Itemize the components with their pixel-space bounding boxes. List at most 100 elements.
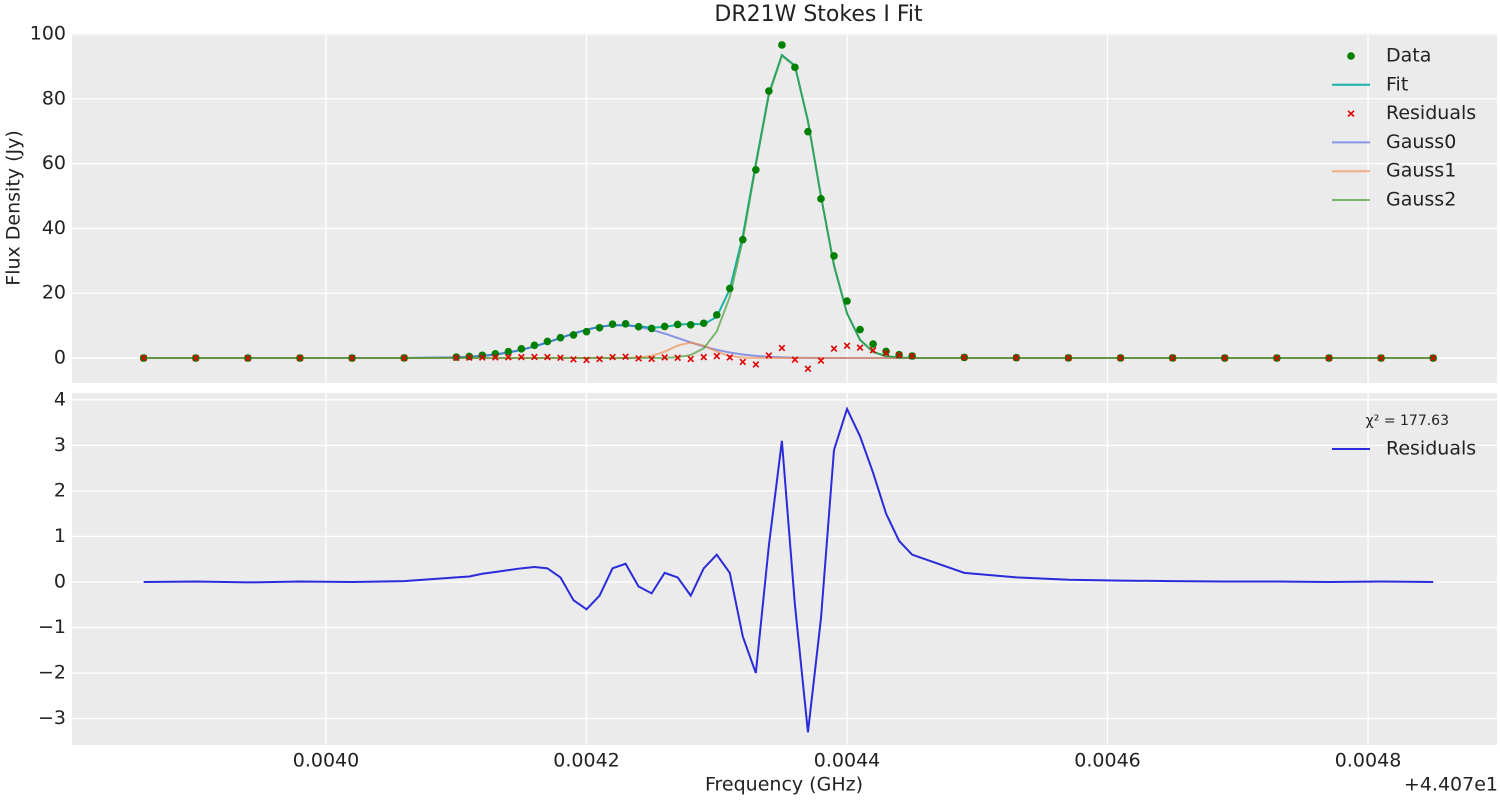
- residual-marker: [583, 356, 590, 364]
- y-tick-label: 0: [54, 570, 66, 592]
- residual-marker: [765, 352, 773, 359]
- data-point: [582, 327, 591, 336]
- x-axis-label: Frequency (GHz): [705, 774, 863, 796]
- y-tick-label: −3: [38, 707, 66, 729]
- residual-marker: [609, 353, 616, 361]
- residual-marker: [882, 349, 890, 357]
- legend-label: Data: [1386, 45, 1431, 67]
- data-point: [621, 320, 630, 328]
- residual-marker: [622, 353, 629, 361]
- data-point: [595, 323, 604, 332]
- legend-label: Gauss1: [1386, 160, 1456, 182]
- residual-marker: [557, 354, 564, 362]
- y-tick-label: −1: [38, 616, 66, 638]
- residual-marker: [348, 354, 356, 362]
- data-point: [817, 195, 825, 203]
- data-point: [465, 352, 474, 361]
- residual-marker: [661, 354, 669, 361]
- plot-background: [72, 393, 1497, 745]
- data-point: [673, 320, 682, 329]
- data-point: [556, 333, 565, 342]
- residual-marker: [531, 353, 538, 361]
- residual-marker: [544, 353, 551, 361]
- data-point: [791, 63, 799, 72]
- data-point: [699, 319, 708, 328]
- legend-label: Residuals: [1386, 102, 1476, 124]
- residual-marker: [140, 354, 148, 362]
- data-point: [569, 331, 578, 339]
- legend-swatch: [1347, 52, 1355, 60]
- residual-marker: [739, 358, 747, 366]
- residual-marker: [296, 354, 304, 362]
- y-axis-label: Flux Density (Jy): [3, 130, 25, 285]
- residual-marker: [843, 342, 851, 350]
- data-point: [830, 252, 838, 260]
- residual-marker: [908, 352, 916, 360]
- data-point: [765, 87, 773, 95]
- residual-marker: [452, 354, 460, 362]
- legend-label: Residuals: [1386, 438, 1476, 460]
- x-offset-label: +4.407e1: [1404, 774, 1498, 796]
- data-point: [739, 235, 747, 244]
- data-point: [778, 41, 786, 49]
- data-point: [530, 341, 539, 350]
- residual-marker: [726, 354, 734, 361]
- residual-marker: [648, 355, 656, 363]
- data-point: [634, 322, 643, 331]
- residual-marker: [1117, 354, 1124, 362]
- residual-marker: [817, 357, 825, 365]
- data-point: [712, 311, 721, 319]
- residual-marker: [700, 353, 708, 361]
- x-tick-label: 0.0044: [814, 750, 880, 772]
- y-tick-label: 4: [54, 388, 66, 410]
- residual-marker: [1169, 354, 1177, 362]
- residual-marker: [1377, 354, 1385, 362]
- series-line: [143, 406, 1434, 733]
- data-point: [725, 284, 734, 293]
- data-point: [686, 321, 695, 329]
- residual-marker: [596, 355, 603, 363]
- y-tick-label: 20: [42, 282, 66, 304]
- residual-marker: [1065, 354, 1072, 362]
- data-point: [517, 345, 526, 353]
- residual-marker: [570, 355, 577, 363]
- chart-title: DR21W Stokes I Fit: [714, 2, 923, 27]
- data-point: [843, 297, 851, 305]
- x-tick-label: 0.0046: [1074, 750, 1140, 772]
- data-point: [608, 320, 617, 329]
- residual-marker: [491, 353, 499, 361]
- data-point: [543, 337, 552, 346]
- y-tick-label: 3: [54, 434, 66, 456]
- residual-marker: [791, 356, 799, 364]
- residual-marker: [192, 354, 200, 362]
- residual-marker: [518, 353, 525, 361]
- y-tick-label: 40: [42, 217, 66, 239]
- y-tick-label: 100: [30, 22, 66, 44]
- residual-marker: [478, 354, 486, 361]
- x-tick-label: 0.0048: [1335, 750, 1401, 772]
- y-tick-label: −2: [38, 662, 66, 684]
- residual-marker: [244, 354, 252, 362]
- residual-marker: [465, 354, 473, 362]
- y-tick-label: 0: [54, 347, 66, 369]
- residual-marker: [1221, 354, 1229, 362]
- data-point: [856, 325, 864, 334]
- residual-marker: [1325, 354, 1333, 362]
- residual-marker: [895, 351, 903, 359]
- residual-marker: [1273, 354, 1281, 362]
- data-point: [504, 347, 513, 356]
- residual-marker: [674, 354, 682, 362]
- legend-label: Fit: [1386, 73, 1408, 95]
- residual-marker: [960, 354, 968, 361]
- data-point: [647, 324, 656, 333]
- y-tick-label: 1: [54, 525, 66, 547]
- legend-label: Gauss2: [1386, 189, 1456, 211]
- residual-marker: [635, 355, 642, 362]
- residual-marker: [856, 344, 864, 352]
- residual-marker: [804, 365, 812, 373]
- y-tick-label: 80: [42, 87, 66, 109]
- series-line: [143, 54, 1434, 360]
- data-point: [752, 165, 760, 174]
- data-point: [882, 347, 890, 356]
- residual-marker: [687, 355, 695, 363]
